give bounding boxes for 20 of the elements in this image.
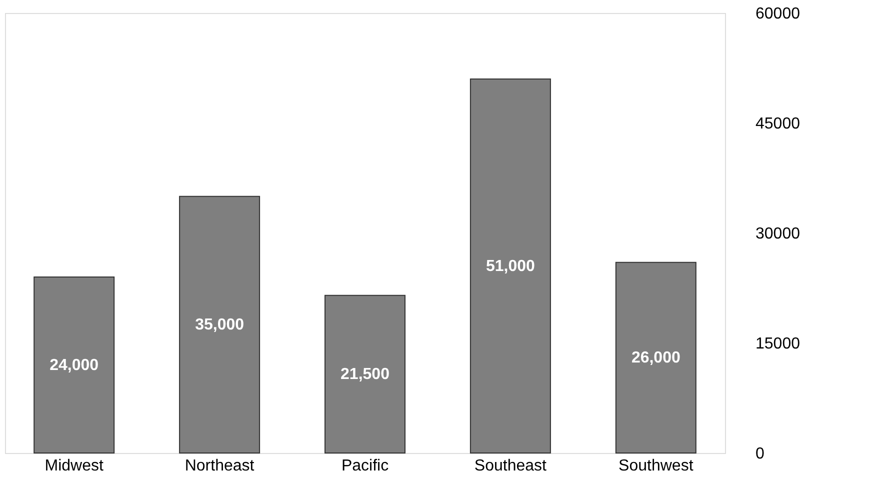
data-label: 35,000: [195, 316, 244, 334]
y-tick-label: 0: [756, 446, 764, 462]
data-label: 26,000: [631, 350, 680, 367]
bar: [324, 294, 406, 454]
y-tick-label: 60000: [756, 6, 800, 22]
y-tick-label: 45000: [756, 116, 800, 132]
y-tick-label: 15000: [756, 336, 800, 352]
x-tick-label: Southwest: [618, 458, 694, 474]
bar: [34, 276, 115, 454]
bar: [615, 262, 696, 454]
y-tick-label: 30000: [756, 226, 800, 242]
x-tick-label: Midwest: [44, 458, 104, 474]
x-tick-label: Southeast: [474, 458, 548, 474]
x-tick-label: Northeast: [184, 458, 255, 474]
data-label: 24,000: [50, 357, 99, 374]
bar: [179, 196, 260, 454]
data-label: 51,000: [486, 258, 536, 275]
bar: [470, 78, 551, 454]
x-tick-label: Pacific: [341, 458, 389, 474]
data-label: 21,500: [340, 366, 390, 384]
